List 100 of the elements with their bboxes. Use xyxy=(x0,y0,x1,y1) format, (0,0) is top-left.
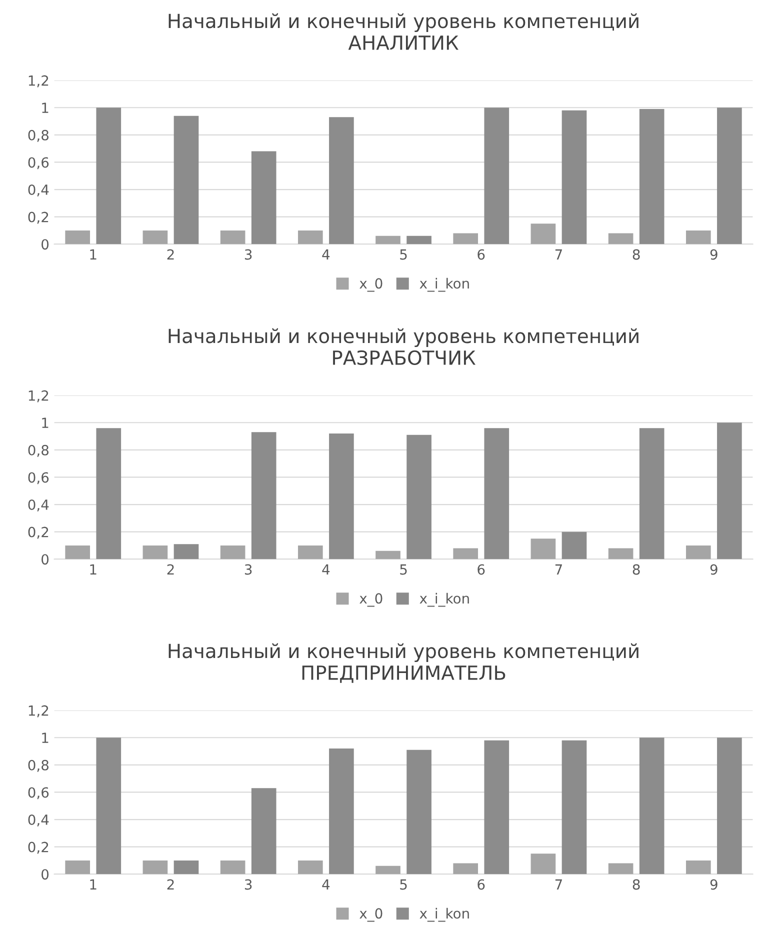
x-tick-label: 9 xyxy=(710,249,718,260)
y-tick-label: 1 xyxy=(42,102,48,113)
bar xyxy=(142,230,168,244)
bar xyxy=(453,548,478,560)
bar xyxy=(220,545,246,560)
bar xyxy=(65,545,90,560)
y-tick-label: 0,8 xyxy=(28,444,49,457)
bar xyxy=(298,230,323,244)
bar xyxy=(174,860,199,874)
bar xyxy=(174,116,199,244)
bar xyxy=(96,738,122,874)
bar xyxy=(65,230,90,244)
bar xyxy=(406,434,432,560)
y-tick-label: 0,6 xyxy=(28,787,49,800)
y-tick-label: 0,4 xyxy=(28,814,49,826)
x-tick-label: 4 xyxy=(322,564,330,575)
bar xyxy=(639,428,664,560)
bar xyxy=(717,108,742,244)
bar xyxy=(298,860,323,874)
x-tick-label: 8 xyxy=(632,249,640,260)
x-tick-label: 9 xyxy=(710,879,718,890)
x-tick-label: 3 xyxy=(244,249,252,260)
x-tick-label: 9 xyxy=(710,564,718,575)
x-tick-label: 1 xyxy=(90,564,96,575)
x-tick-label: 3 xyxy=(244,564,252,575)
y-tick-label: 0,2 xyxy=(28,842,48,854)
bar xyxy=(484,740,510,874)
x-tick-label: 7 xyxy=(555,879,562,890)
legend-label: x_i_kon xyxy=(420,908,469,922)
bar xyxy=(562,532,587,560)
bar xyxy=(329,117,354,244)
bar xyxy=(639,738,664,874)
x-tick-label: 8 xyxy=(632,879,640,890)
bar xyxy=(484,108,510,244)
bar xyxy=(220,860,246,874)
x-tick-label: 5 xyxy=(400,249,407,260)
y-tick-label: 0 xyxy=(42,869,49,880)
bar xyxy=(376,866,400,874)
y-tick-label: 1,2 xyxy=(28,75,48,88)
y-tick-label: 0,6 xyxy=(28,472,49,484)
y-tick-label: 0,2 xyxy=(28,526,48,539)
bar xyxy=(376,236,400,244)
x-tick-label: 5 xyxy=(400,564,407,575)
bar xyxy=(406,750,432,874)
x-tick-label: 7 xyxy=(555,249,562,260)
bar xyxy=(96,108,122,244)
bar xyxy=(329,434,354,560)
bar xyxy=(453,233,478,244)
bar xyxy=(530,538,556,560)
bar xyxy=(174,544,199,560)
x-tick-label: 6 xyxy=(478,564,485,575)
x-tick-label: 2 xyxy=(167,879,174,890)
chart-title: Начальный и конечный уровень компетенций ПРЕДПРИНИМАТЕЛЬ xyxy=(168,643,638,683)
x-tick-label: 4 xyxy=(322,879,330,890)
bar xyxy=(686,545,711,560)
y-tick-label: 0,8 xyxy=(28,760,49,772)
chart-title: Начальный и конечный уровень компетенций АНАЛИТИК xyxy=(168,13,638,50)
bar xyxy=(251,788,276,874)
legend-label: x_0 xyxy=(360,593,382,607)
y-tick-label: 0 xyxy=(42,554,49,565)
bar xyxy=(608,233,634,244)
bar xyxy=(608,548,634,560)
bar xyxy=(530,224,556,244)
legend-label: x_0 xyxy=(360,908,382,922)
x-tick-label: 6 xyxy=(478,249,485,260)
y-tick-label: 1,2 xyxy=(28,390,48,402)
y-tick-label: 0,2 xyxy=(28,212,48,224)
x-tick-label: 4 xyxy=(322,249,330,260)
bar xyxy=(686,860,711,874)
bar xyxy=(251,432,276,560)
bar xyxy=(329,748,354,874)
bar xyxy=(562,110,587,244)
bar xyxy=(530,854,556,874)
y-tick-label: 0,4 xyxy=(28,184,49,196)
bar xyxy=(608,863,634,874)
bar xyxy=(717,738,742,874)
x-tick-label: 8 xyxy=(632,564,640,575)
bar xyxy=(142,860,168,874)
bar xyxy=(406,236,432,244)
y-tick-label: 1 xyxy=(42,732,48,743)
x-tick-label: 1 xyxy=(90,879,96,890)
bar xyxy=(142,545,168,560)
x-tick-label: 2 xyxy=(167,564,174,575)
bar xyxy=(298,545,323,560)
x-tick-label: 1 xyxy=(90,249,96,260)
bar xyxy=(717,422,742,560)
legend-label: x_i_kon xyxy=(420,592,469,607)
chart-title: Начальный и конечный уровень компетенций РАЗРАБОТЧИК xyxy=(168,328,638,366)
bar xyxy=(376,550,400,560)
bar xyxy=(251,151,276,244)
bar xyxy=(220,230,246,244)
bar xyxy=(639,108,664,244)
x-tick-label: 6 xyxy=(478,879,485,890)
x-tick-label: 5 xyxy=(400,879,407,890)
legend-label: x_i_kon xyxy=(420,278,469,292)
bar xyxy=(484,428,510,560)
bar xyxy=(453,863,478,874)
bar xyxy=(65,860,90,874)
bar xyxy=(562,740,587,874)
y-tick-label: 0 xyxy=(42,239,49,250)
